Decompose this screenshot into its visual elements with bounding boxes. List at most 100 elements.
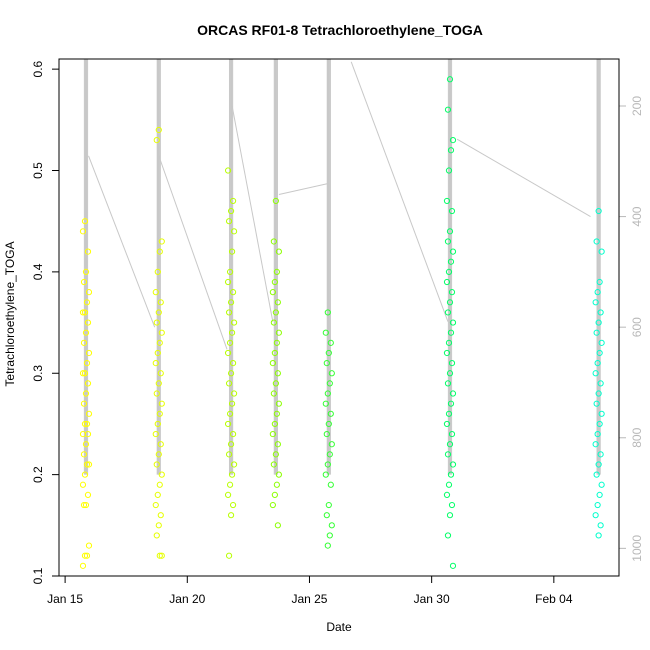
data-point [155,380,162,387]
x-tick-label: Jan 25 [291,592,327,606]
data-point [597,380,604,387]
data-point [224,349,232,357]
data-point [271,349,278,357]
data-point [597,522,604,529]
y-tick-label: 0.2 [31,466,45,483]
data-point [152,289,159,296]
data-point [270,390,277,397]
data-point [81,218,89,225]
data-point [82,268,90,275]
data-point [448,430,456,438]
data-point [157,370,164,377]
y2-tick-label: 400 [630,206,644,226]
data-point [323,512,330,519]
data-point [227,512,235,519]
data-point [153,461,160,468]
data-point [595,461,602,468]
data-point [596,349,603,357]
data-point [447,147,455,154]
data-point [445,410,453,417]
pressure-transit-line [350,61,449,322]
data-point [230,319,238,326]
data-point [327,339,334,346]
y2-tick-label: 200 [630,96,644,116]
data-point [80,451,88,458]
data-point [82,501,90,509]
data-point [598,410,605,417]
data-point [593,329,600,336]
data-point [85,289,93,296]
data-point [328,441,335,448]
data-point [594,360,601,367]
data-point [84,319,92,326]
data-point [85,461,93,468]
data-point [228,248,236,255]
data-point [594,430,601,438]
data-point [226,268,234,275]
data-point [448,360,456,367]
data-point [447,471,455,478]
y2-tick-label: 600 [630,317,644,337]
data-point [269,430,276,438]
data-point [322,400,329,407]
y-tick-label: 0.3 [31,365,45,382]
data-point [226,339,234,346]
data-point [226,410,234,417]
data-point [82,441,90,448]
data-point [596,491,603,499]
data-point [445,481,453,488]
data-point [445,339,453,346]
data-point [446,512,454,519]
data-point [153,319,160,326]
scatter-points-layer [79,76,605,569]
data-point [446,299,454,306]
data-point [156,481,163,488]
data-point [156,410,163,417]
data-point [225,380,233,387]
data-point [597,309,604,316]
data-point [593,471,600,478]
data-point [325,501,332,509]
data-point [272,309,279,316]
data-point [275,400,282,407]
data-point [448,289,456,296]
data-point [227,441,235,448]
data-point [158,471,165,478]
data-point [273,268,280,275]
data-point [324,461,331,468]
data-point [154,491,161,499]
data-point [274,299,281,306]
data-point [449,136,457,144]
data-point [155,126,162,134]
data-point [230,461,238,468]
data-point [229,197,237,205]
data-point [324,309,331,316]
data-point [81,370,89,377]
data-point [153,390,160,397]
data-point [274,441,281,448]
y2-tick-label: 800 [630,427,644,447]
data-point [596,278,603,286]
data-point [328,522,335,529]
data-point [229,289,237,296]
data-point [229,501,237,509]
data-point [593,400,600,407]
x-tick-label: Jan 15 [47,592,83,606]
data-point [269,289,276,296]
data-point [79,562,87,569]
data-point [84,380,92,387]
data-point [449,319,457,326]
data-point [594,501,601,509]
data-point [158,238,165,245]
data-point [273,339,280,346]
data-point [445,268,453,275]
data-point [444,451,452,458]
data-point [446,370,454,377]
data-point [230,390,238,397]
data-point [593,238,600,245]
data-point [447,400,455,407]
data-point [446,441,454,448]
data-point [152,430,159,438]
